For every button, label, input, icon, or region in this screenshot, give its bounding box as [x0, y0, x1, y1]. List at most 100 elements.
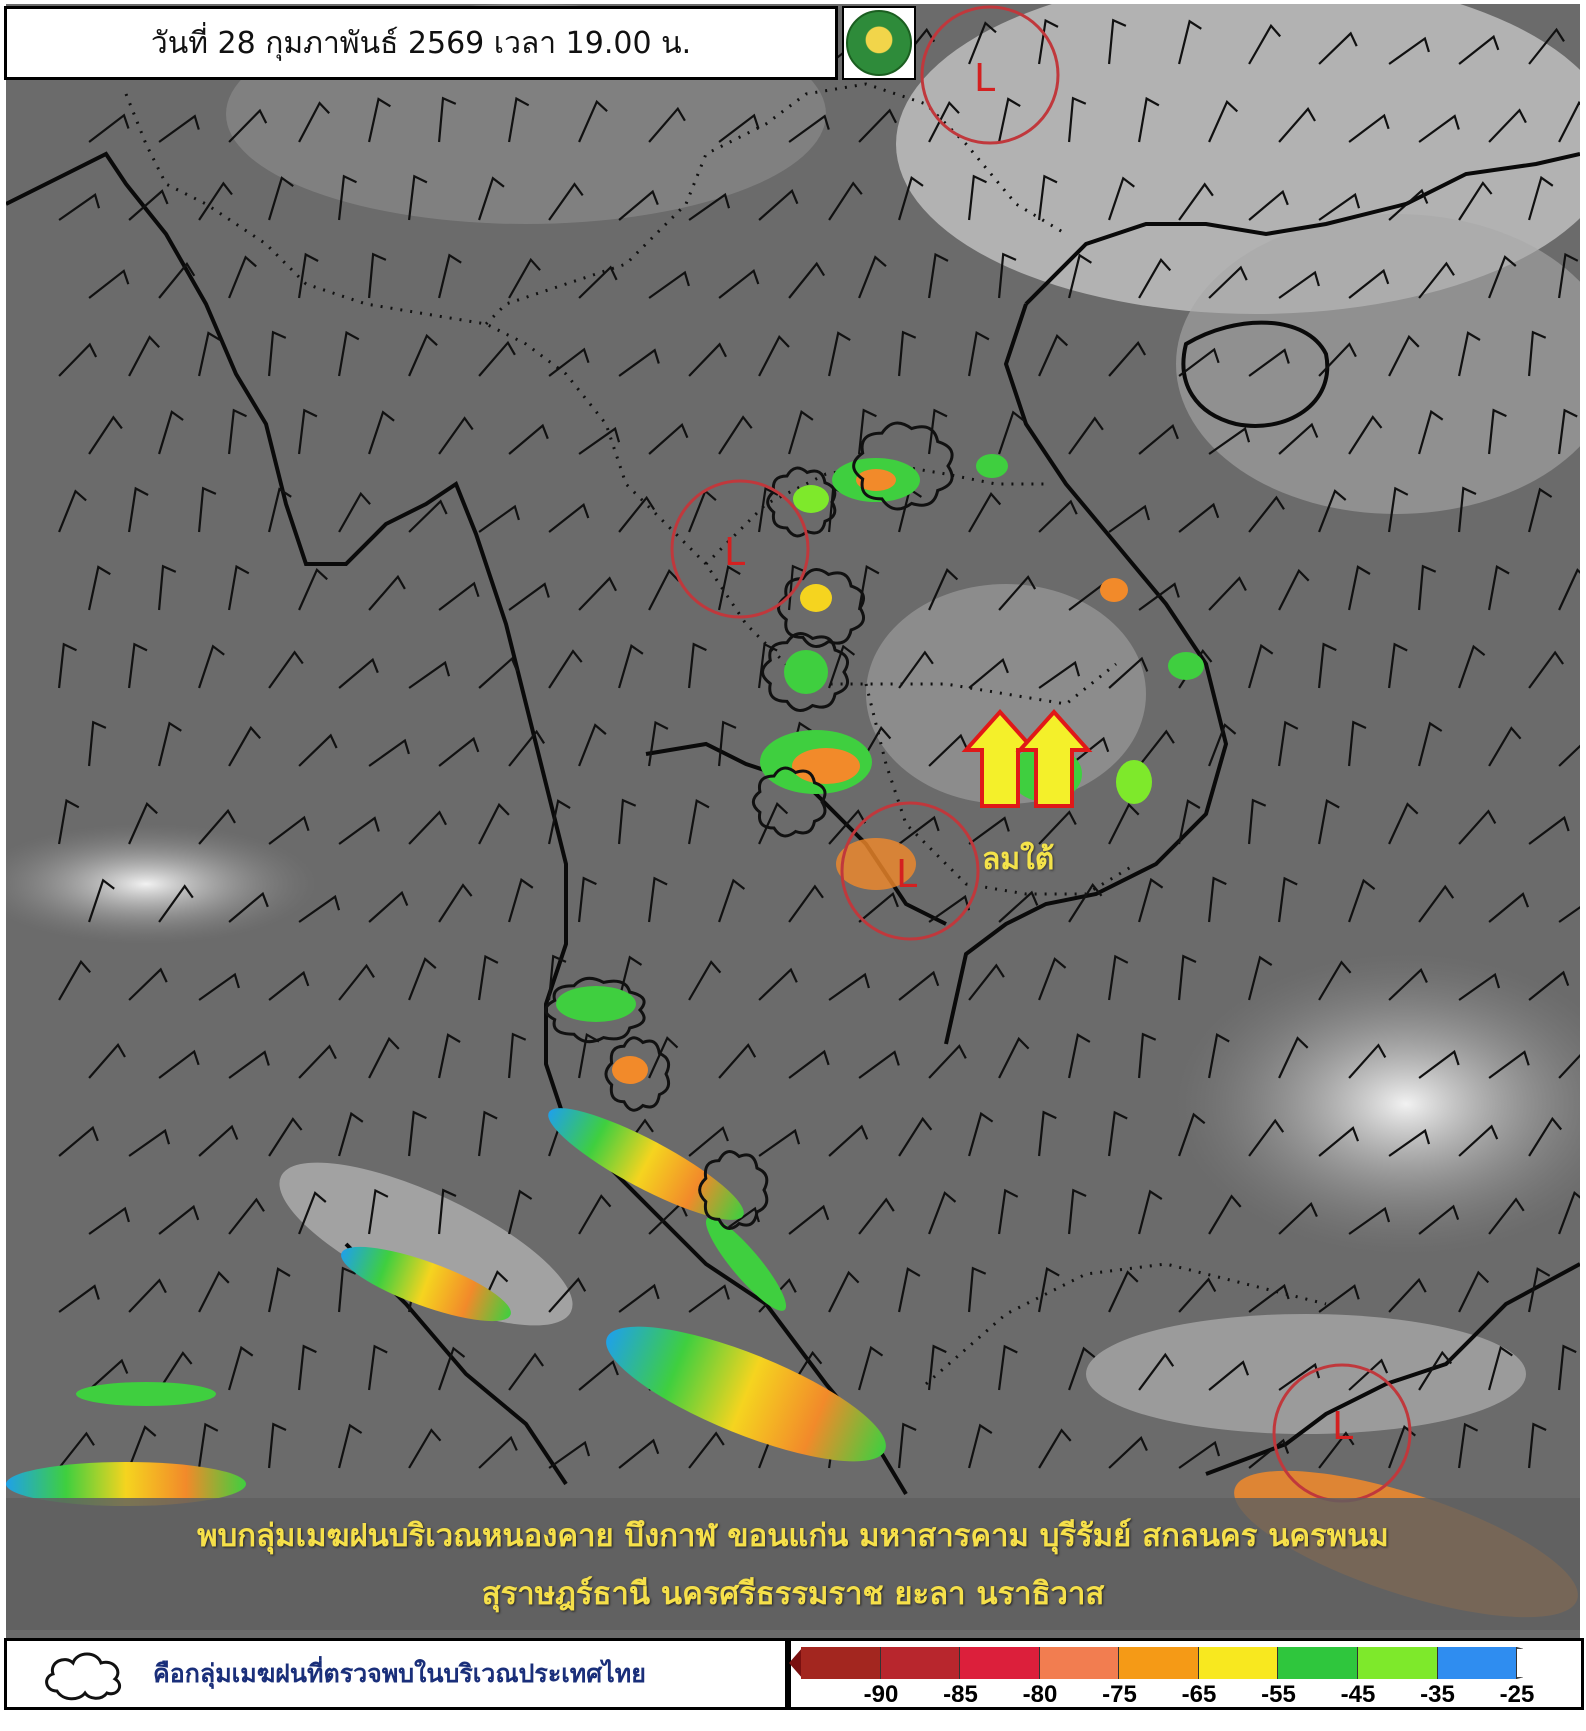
- cloud-legend-text: คือกลุ่มเมฆฝนที่ตรวจพบในบริเวณประเทศไทย: [153, 1659, 646, 1688]
- wind-barb: [758, 335, 790, 377]
- wind-barb: [1388, 36, 1430, 65]
- wind-barb: [158, 1204, 200, 1235]
- wind-barb: [1458, 644, 1486, 689]
- scale-segment: [1357, 1647, 1438, 1679]
- wind-barb: [337, 330, 360, 377]
- wind-barb: [1388, 1128, 1431, 1157]
- wind-barb: [1558, 100, 1580, 143]
- wind-barb: [858, 108, 897, 143]
- wind-barb: [478, 176, 505, 221]
- wind-barb: [158, 1049, 200, 1079]
- scale-tick-label: -45: [1340, 1681, 1376, 1708]
- wind-barb: [1038, 810, 1077, 845]
- up-arrow-icon: [1015, 709, 1093, 808]
- wind-barb: [1177, 954, 1197, 1001]
- wind-barb: [198, 331, 221, 377]
- wind-barb: [158, 1351, 193, 1391]
- rain-band: [6, 1462, 246, 1506]
- wind-barb: [1457, 486, 1477, 533]
- wind-barb: [687, 642, 707, 689]
- wind-barb: [758, 188, 799, 221]
- wind-barb: [1178, 799, 1201, 845]
- rain-cell: [1100, 578, 1128, 602]
- wind-barb: [1528, 970, 1570, 1001]
- wind-barbs: [57, 18, 1580, 1469]
- wind-barb: [618, 955, 643, 1001]
- wind-barb: [1248, 23, 1282, 65]
- wind-barb: [647, 720, 669, 767]
- low-pressure-circles: [670, 5, 1412, 1503]
- wind-barb: [507, 96, 530, 143]
- wind-barb: [508, 1352, 544, 1391]
- wind-barb: [718, 878, 746, 923]
- wind-barb: [297, 252, 319, 299]
- wind-barb: [198, 972, 240, 1001]
- rain-cloud-outline: [777, 568, 866, 648]
- wind-barb: [1317, 642, 1337, 689]
- wind-barb: [1138, 258, 1172, 299]
- wind-barb: [788, 114, 830, 143]
- wind-barb: [1558, 744, 1580, 767]
- wind-barb: [1108, 504, 1150, 533]
- wind-barb: [648, 106, 686, 143]
- wind-barb: [1278, 422, 1319, 455]
- wind-barb: [198, 808, 236, 845]
- wind-barb: [578, 1360, 619, 1391]
- wind-barb: [127, 486, 149, 533]
- low-pressure-label: L: [724, 530, 746, 574]
- wind-barb: [1418, 114, 1460, 143]
- wind-barb: [858, 1050, 900, 1079]
- wind-barb: [968, 963, 1005, 1001]
- wind-barb: [1528, 650, 1565, 689]
- wind-barb: [367, 1344, 388, 1391]
- wind-barb: [268, 815, 310, 845]
- wind-barb: [1488, 255, 1517, 299]
- rain-cell: [76, 1382, 216, 1406]
- wind-barb: [1558, 905, 1580, 923]
- scale-tick-label: -90: [863, 1681, 899, 1708]
- scale-tick-label: -35: [1420, 1681, 1455, 1708]
- wind-barb: [88, 565, 111, 611]
- wind-barb: [337, 174, 357, 221]
- low-pressure-label: L: [974, 56, 996, 100]
- wind-barb: [228, 1197, 265, 1235]
- wind-barb: [648, 569, 680, 611]
- wind-barb: [407, 1110, 427, 1157]
- wind-barb: [578, 723, 607, 767]
- wind-barb: [1038, 1428, 1072, 1469]
- wind-barb: [618, 1283, 660, 1313]
- wind-barb: [1138, 1189, 1163, 1235]
- wind-barb: [548, 1440, 591, 1469]
- wind-barb: [647, 876, 668, 923]
- wind-barb: [928, 101, 960, 143]
- wind-barb: [367, 1188, 389, 1235]
- wind-barb: [57, 642, 77, 689]
- wind-barb: [998, 575, 1037, 611]
- wind-barb: [718, 1206, 760, 1235]
- wind-barb: [1068, 736, 1110, 767]
- wind-barb: [1458, 34, 1500, 65]
- wind-barb: [1178, 1277, 1217, 1313]
- wind-barb: [688, 1126, 729, 1157]
- wind-barb: [478, 340, 516, 377]
- wind-barb: [1038, 334, 1069, 377]
- wind-barb: [338, 1423, 363, 1469]
- wind-barb: [58, 1125, 99, 1157]
- wind-barb: [548, 347, 590, 377]
- wind-barb: [478, 656, 519, 689]
- summary-line-1: พบกลุ่มเมฆฝนบริเวณหนองคาย บึงกาฬ ขอนแก่น…: [197, 1518, 1389, 1554]
- wind-barb: [758, 967, 798, 1001]
- wind-barb: [968, 816, 1010, 845]
- wind-barb: [1248, 643, 1274, 689]
- wind-barb: [1418, 1049, 1460, 1079]
- wind-barb: [648, 270, 690, 299]
- wind-barb: [88, 1358, 129, 1391]
- wind-barb: [438, 253, 462, 299]
- wind-barb: [897, 330, 917, 377]
- scale-segment: [1119, 1647, 1199, 1679]
- wind-barb: [227, 408, 247, 455]
- wind-barb: [618, 348, 660, 377]
- wind-barb: [1208, 1360, 1250, 1391]
- wind-barb: [1038, 660, 1081, 689]
- wind-barb: [1178, 1440, 1221, 1469]
